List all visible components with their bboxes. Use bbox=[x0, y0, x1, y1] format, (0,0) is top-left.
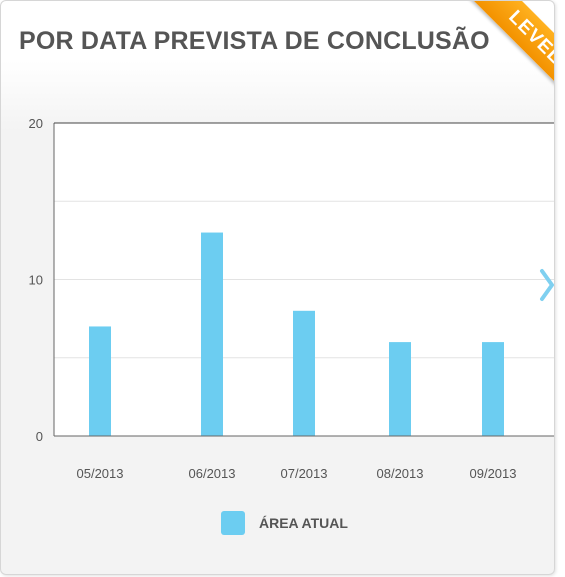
bar-chart: 0 10 20 05/2013 06/2013 07/2013 08/2013 09/2013 bbox=[29, 116, 554, 481]
y-tick-label: 20 bbox=[29, 116, 43, 131]
bar bbox=[201, 232, 223, 436]
x-tick-label: 06/2013 bbox=[189, 466, 236, 481]
level-badge: LEVEL 1 bbox=[444, 1, 554, 111]
chart-card: POR DATA PREVISTA DE CONCLUSÃO 0 10 20 05/2… bbox=[0, 0, 555, 575]
y-tick-label: 0 bbox=[36, 429, 43, 444]
level-badge-label: LEVEL 1 bbox=[468, 1, 554, 111]
bar bbox=[482, 342, 504, 436]
x-tick-label: 07/2013 bbox=[281, 466, 328, 481]
bar bbox=[293, 310, 315, 436]
legend-label: ÁREA ATUAL bbox=[259, 515, 348, 531]
chevron-right-icon[interactable] bbox=[537, 265, 555, 305]
chart-legend: ÁREA ATUAL bbox=[221, 511, 348, 535]
y-tick-label: 10 bbox=[29, 273, 43, 288]
x-tick-label: 09/2013 bbox=[470, 466, 517, 481]
chart-title: POR DATA PREVISTA DE CONCLUSÃO bbox=[19, 27, 490, 55]
bar bbox=[389, 342, 411, 436]
x-tick-label: 08/2013 bbox=[377, 466, 424, 481]
x-tick-label: 05/2013 bbox=[77, 466, 124, 481]
bar bbox=[89, 326, 111, 436]
legend-swatch bbox=[221, 511, 245, 535]
